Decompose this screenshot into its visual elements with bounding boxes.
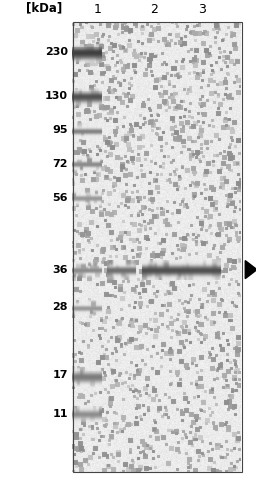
- Text: 1: 1: [93, 3, 101, 16]
- Text: 36: 36: [52, 265, 68, 275]
- Text: [kDa]: [kDa]: [26, 2, 62, 15]
- Text: 130: 130: [45, 91, 68, 101]
- Polygon shape: [245, 261, 256, 278]
- Text: 95: 95: [52, 125, 68, 135]
- Text: 11: 11: [52, 409, 68, 419]
- Text: 28: 28: [52, 303, 68, 312]
- Text: 72: 72: [52, 159, 68, 169]
- Text: 230: 230: [45, 47, 68, 57]
- Text: 2: 2: [150, 3, 157, 16]
- Bar: [73, 22, 242, 472]
- Text: 56: 56: [52, 193, 68, 203]
- Text: 17: 17: [52, 370, 68, 380]
- Text: 3: 3: [198, 3, 206, 16]
